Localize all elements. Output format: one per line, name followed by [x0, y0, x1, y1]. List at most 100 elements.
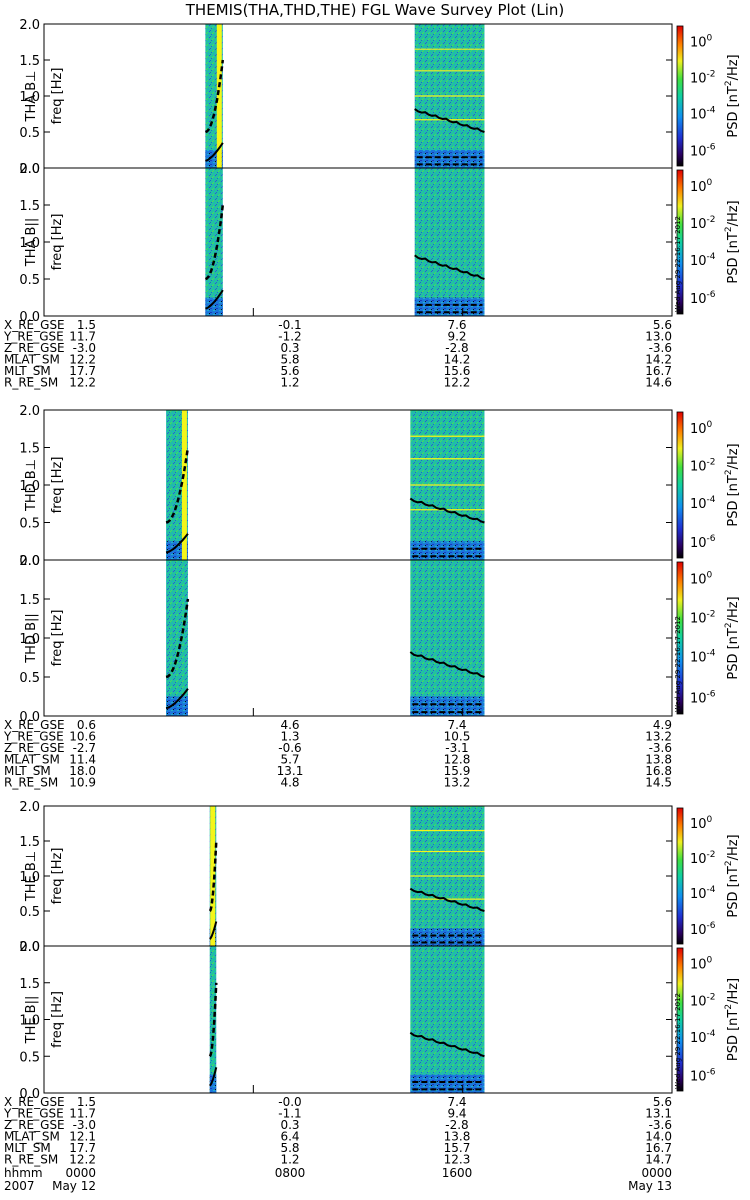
ephem-label: MLT_SM [4, 764, 51, 778]
ephem-value: -1.1 [278, 1107, 301, 1121]
ephem-label: X_RE_GSE [4, 1095, 65, 1109]
y-tick-label: 2.0 [19, 404, 40, 419]
panel-ylabel: THE B⊥ [24, 851, 39, 902]
ephem-value: 0.6 [77, 718, 96, 732]
y-tick-label: 1.5 [19, 835, 40, 850]
ephem-value: 12.2 [69, 1153, 96, 1167]
colorbar-label: PSD [nT2/Hz] [724, 200, 741, 283]
ephem-value: 13.1 [645, 1107, 672, 1121]
y-tick-label: 1.5 [19, 593, 40, 608]
gyro-curve [209, 1067, 218, 1087]
panel-ylabel-units: freq [Hz] [50, 610, 65, 667]
ephem-value: 7.6 [447, 318, 466, 332]
ephem-value: -3.0 [73, 341, 96, 355]
spectrogram-block [209, 946, 217, 1093]
ephem-value: -1.2 [278, 330, 301, 344]
dashed-curve [204, 59, 225, 134]
gyro-curve [409, 651, 485, 678]
ephem-value: 13.2 [645, 730, 672, 744]
time-tick-label: 1600 [442, 1166, 473, 1180]
ephem-value: 14.0 [645, 1130, 672, 1144]
ephem-value: 13.2 [444, 776, 471, 790]
ephem-value: 16.8 [645, 764, 672, 778]
colorbar [676, 25, 684, 167]
spectrogram-block [410, 946, 485, 1093]
y-tick-label: 1.0 [19, 90, 40, 105]
ephem-value: 16.7 [645, 364, 672, 378]
y-tick-label: 0.5 [19, 905, 40, 920]
ephem-value: 11.7 [69, 330, 96, 344]
ephem-value: 10.5 [444, 730, 471, 744]
ephem-value: 9.4 [447, 1107, 466, 1121]
gyro-curve [209, 921, 218, 940]
low-freq-band [410, 1074, 485, 1093]
colorbar-label: PSD [nT2/Hz] [724, 443, 741, 526]
colorbar-tick-label: 100 [690, 571, 713, 588]
colorbar [676, 947, 684, 1092]
colorbar-tick-label: 10-6 [690, 1067, 716, 1084]
ephem-label: R_RE_SM [4, 776, 58, 790]
dashed-curve [208, 840, 218, 912]
spectrogram-block [414, 168, 485, 316]
ephem-value: -2.8 [445, 1118, 468, 1132]
panel-ylabel: THD B|| [24, 613, 39, 664]
ephem-value: 5.7 [280, 753, 299, 767]
ephem-label: R_RE_SM [4, 376, 58, 390]
ephem-value: 1.5 [77, 318, 96, 332]
y-tick-label: 2.0 [19, 554, 40, 569]
ephem-value: 13.0 [645, 330, 672, 344]
year-label: 2007 [4, 1179, 35, 1193]
ephem-value: 5.6 [280, 364, 299, 378]
spectrogram-block [166, 560, 188, 716]
ephem-value: 12.3 [444, 1153, 471, 1167]
y-tick-label: 0.0 [19, 710, 40, 725]
gyro-curve [165, 533, 189, 554]
panel-frame [43, 805, 673, 947]
ephem-value: 5.8 [280, 1141, 299, 1155]
gyro-curve [414, 108, 485, 133]
y-tick-label: 0.5 [19, 126, 40, 141]
ephem-value: -2.7 [73, 741, 96, 755]
timestamp-stamp: Wed Aug 29 22:16:17 2012 [674, 993, 682, 1089]
y-tick-label: 0.0 [19, 310, 40, 325]
ephem-value: 11.4 [69, 753, 96, 767]
y-tick-label: 0.0 [19, 1087, 40, 1102]
colorbar [676, 561, 684, 715]
ephem-value: 1.2 [280, 376, 299, 390]
ephem-value: 12.1 [69, 1130, 96, 1144]
colorbar [676, 807, 684, 945]
ephem-value: 4.6 [280, 718, 299, 732]
colorbar-tick-label: 10-4 [690, 105, 716, 122]
colorbar-tick-label: 100 [690, 178, 713, 195]
ephem-label: Z_RE_GSE [4, 1118, 65, 1132]
low-freq-band [410, 928, 485, 946]
gyro-curve [409, 497, 485, 524]
y-tick-label: 1.5 [19, 442, 40, 457]
y-tick-label: 2.0 [19, 940, 40, 955]
ephem-value: 4.9 [653, 718, 672, 732]
figure-title: THEMIS(THA,THD,THE) FGL Wave Survey Plot… [185, 1, 564, 19]
ephem-label: MLAT_SM [4, 753, 60, 767]
ephem-value: -3.6 [649, 341, 672, 355]
ephem-value: 17.7 [69, 1141, 96, 1155]
ephem-value: 5.6 [653, 318, 672, 332]
yellow-edge-band [210, 806, 216, 946]
colorbar [676, 411, 684, 559]
colorbar-label: PSD [nT2/Hz] [724, 54, 741, 137]
colorbar-tick-label: 10-6 [690, 534, 716, 551]
ephem-value: 0.3 [280, 1118, 299, 1132]
ephem-value: 14.2 [645, 353, 672, 367]
ephem-value: 11.7 [69, 1107, 96, 1121]
panel-ylabel: THA B⊥ [24, 71, 39, 123]
panel-frame [43, 559, 673, 717]
ephem-value: 9.2 [447, 330, 466, 344]
colorbar-label: PSD [nT2/Hz] [724, 596, 741, 679]
colorbar-tick-label: 10-6 [690, 143, 716, 160]
y-tick-label: 1.5 [19, 977, 40, 992]
y-tick-label: 0.5 [19, 517, 40, 532]
panel-ylabel-units: freq [Hz] [50, 68, 65, 125]
y-tick-label: 2.0 [19, 800, 40, 815]
ephem-value: -3.6 [649, 1118, 672, 1132]
ephem-label: X_RE_GSE [4, 318, 65, 332]
ephem-label: MLT_SM [4, 364, 51, 378]
